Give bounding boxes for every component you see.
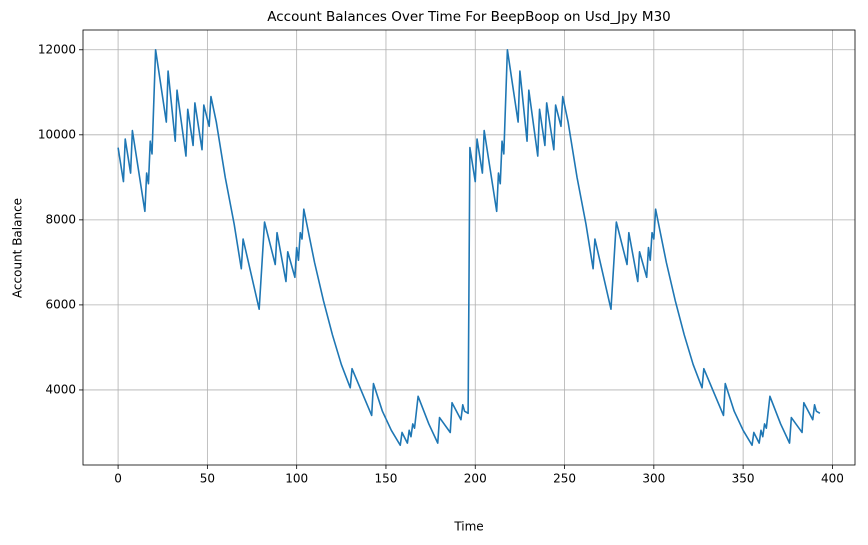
x-tick-label: 0 [114,472,122,486]
x-tick-label: 150 [375,472,398,486]
x-tick-label: 350 [732,472,755,486]
data-line [117,48,821,447]
x-tick-label: 250 [553,472,576,486]
x-axis-label: Time [453,520,483,534]
x-tick-label: 400 [821,472,844,486]
y-tick-label: 4000 [45,382,76,396]
y-tick-label: 10000 [38,127,76,141]
x-tick-label: 300 [642,472,665,486]
plot-frame [82,29,856,466]
y-tick-label: 6000 [45,297,76,311]
y-tick-label: 12000 [38,42,76,56]
x-tick-label: 100 [285,472,308,486]
x-tick-label: 50 [200,472,215,486]
x-tick-label: 200 [464,472,487,486]
chart-title: Account Balances Over Time For BeepBoop … [267,9,671,25]
y-axis-label: Account Balance [11,198,25,298]
y-tick-label: 8000 [45,212,76,226]
